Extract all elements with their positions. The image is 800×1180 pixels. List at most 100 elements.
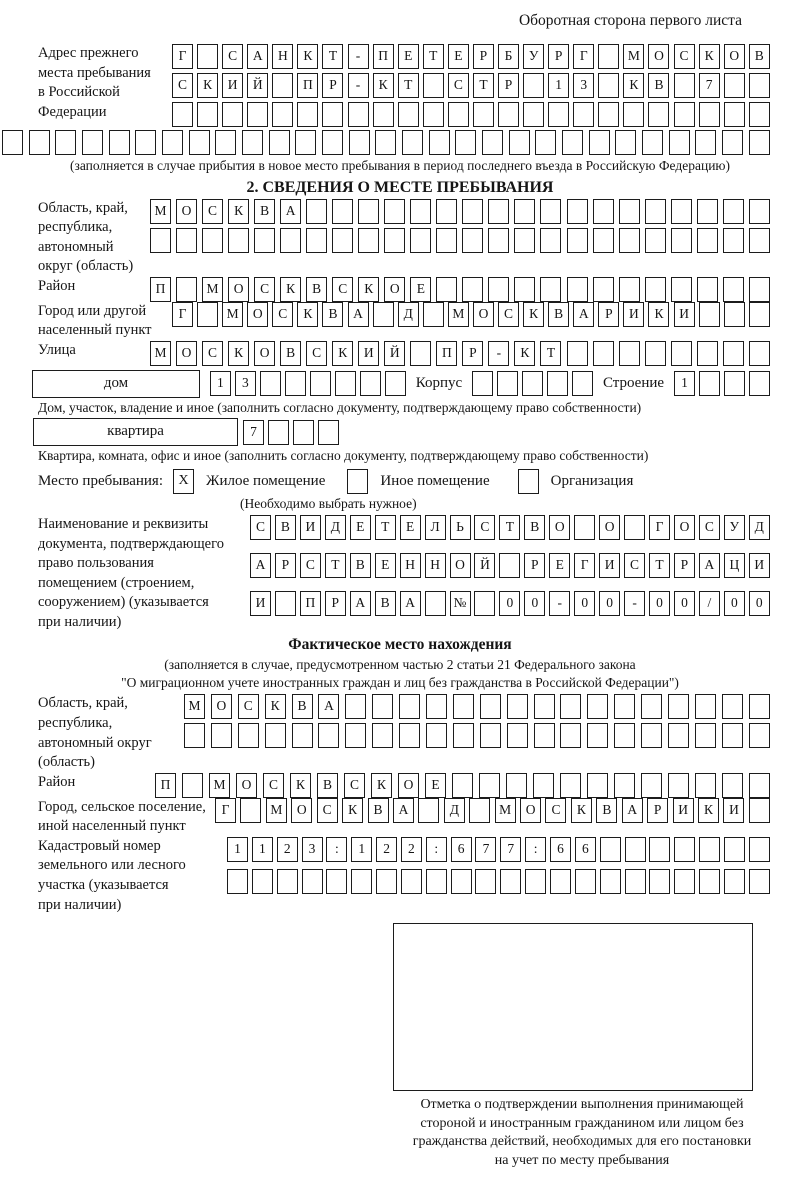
- char-cell[interactable]: [592, 198, 614, 224]
- char-cell[interactable]: В: [291, 694, 313, 720]
- char-cell[interactable]: О: [648, 44, 670, 69]
- char-cell[interactable]: М: [202, 276, 224, 302]
- char-cell[interactable]: П: [436, 340, 458, 366]
- char-cell[interactable]: [748, 102, 770, 127]
- char-cell[interactable]: [472, 371, 494, 397]
- char-cell[interactable]: О: [291, 797, 313, 823]
- char-cell[interactable]: Т: [324, 553, 346, 579]
- char-cell[interactable]: [488, 227, 510, 253]
- char-cell[interactable]: [251, 868, 273, 894]
- char-cell[interactable]: М: [150, 198, 171, 224]
- char-cell[interactable]: П: [297, 73, 319, 98]
- char-cell[interactable]: [587, 772, 608, 798]
- char-cell[interactable]: [436, 198, 458, 224]
- char-cell[interactable]: [599, 868, 621, 894]
- char-cell[interactable]: [498, 102, 520, 127]
- char-cell[interactable]: -: [549, 591, 571, 617]
- char-cell[interactable]: Т: [422, 44, 444, 69]
- char-cell[interactable]: [649, 868, 671, 894]
- stay-type-checkbox-org[interactable]: [517, 469, 539, 495]
- char-cell[interactable]: 1: [227, 836, 248, 862]
- char-cell[interactable]: Ц: [723, 553, 745, 579]
- char-cell[interactable]: [614, 723, 636, 749]
- char-cell[interactable]: :: [525, 836, 547, 862]
- char-cell[interactable]: [332, 198, 354, 224]
- char-cell[interactable]: М: [265, 797, 287, 823]
- char-cell[interactable]: 0: [748, 591, 770, 617]
- char-cell[interactable]: [533, 772, 554, 798]
- char-cell[interactable]: В: [322, 301, 344, 327]
- char-cell[interactable]: [670, 227, 692, 253]
- char-cell[interactable]: Р: [322, 73, 344, 98]
- char-cell[interactable]: [424, 591, 446, 617]
- char-cell[interactable]: [615, 130, 637, 155]
- char-cell[interactable]: Е: [399, 515, 421, 541]
- char-cell[interactable]: [295, 130, 317, 155]
- char-cell[interactable]: [618, 227, 640, 253]
- char-cell[interactable]: [447, 102, 469, 127]
- char-cell[interactable]: К: [698, 44, 720, 69]
- char-cell[interactable]: [624, 836, 646, 862]
- char-cell[interactable]: [150, 227, 171, 253]
- char-cell[interactable]: Г: [172, 44, 193, 69]
- char-cell[interactable]: [722, 130, 744, 155]
- char-cell[interactable]: Р: [472, 44, 494, 69]
- char-cell[interactable]: [135, 130, 157, 155]
- char-cell[interactable]: [748, 301, 770, 327]
- char-cell[interactable]: [566, 227, 588, 253]
- char-cell[interactable]: :: [326, 836, 348, 862]
- char-cell[interactable]: [506, 694, 528, 720]
- char-cell[interactable]: [673, 102, 695, 127]
- char-cell[interactable]: [472, 102, 494, 127]
- char-cell[interactable]: [696, 227, 718, 253]
- char-cell[interactable]: [560, 772, 581, 798]
- char-cell[interactable]: [566, 340, 588, 366]
- char-cell[interactable]: [748, 694, 770, 720]
- char-cell[interactable]: С: [447, 73, 469, 98]
- char-cell[interactable]: В: [367, 797, 389, 823]
- char-cell[interactable]: [641, 694, 663, 720]
- char-cell[interactable]: Г: [172, 301, 193, 327]
- char-cell[interactable]: [506, 723, 528, 749]
- char-cell[interactable]: [599, 836, 621, 862]
- char-cell[interactable]: 3: [301, 836, 323, 862]
- char-cell[interactable]: [284, 371, 306, 397]
- char-cell[interactable]: [197, 301, 219, 327]
- char-cell[interactable]: [242, 130, 264, 155]
- char-cell[interactable]: [384, 198, 406, 224]
- char-cell[interactable]: [748, 73, 770, 98]
- char-cell[interactable]: Е: [410, 276, 432, 302]
- char-cell[interactable]: [695, 772, 716, 798]
- char-cell[interactable]: [698, 301, 720, 327]
- char-cell[interactable]: М: [209, 772, 230, 798]
- char-cell[interactable]: С: [673, 44, 695, 69]
- char-cell[interactable]: Д: [397, 301, 419, 327]
- char-cell[interactable]: И: [299, 515, 321, 541]
- char-cell[interactable]: [372, 723, 394, 749]
- char-cell[interactable]: [372, 694, 394, 720]
- char-cell[interactable]: [723, 371, 745, 397]
- char-cell[interactable]: [176, 276, 198, 302]
- char-cell[interactable]: В: [548, 301, 570, 327]
- char-cell[interactable]: Н: [424, 553, 446, 579]
- char-cell[interactable]: Т: [397, 73, 419, 98]
- char-cell[interactable]: [291, 723, 313, 749]
- char-cell[interactable]: В: [349, 553, 371, 579]
- char-cell[interactable]: Р: [647, 797, 669, 823]
- char-cell[interactable]: А: [399, 591, 421, 617]
- char-cell[interactable]: 1: [673, 371, 695, 397]
- char-cell[interactable]: [749, 772, 770, 798]
- char-cell[interactable]: [699, 836, 721, 862]
- char-cell[interactable]: Г: [574, 553, 596, 579]
- char-cell[interactable]: [475, 868, 497, 894]
- char-cell[interactable]: [452, 772, 473, 798]
- char-cell[interactable]: К: [228, 340, 250, 366]
- char-cell[interactable]: [197, 44, 219, 69]
- char-cell[interactable]: [322, 102, 344, 127]
- char-cell[interactable]: [384, 227, 406, 253]
- char-cell[interactable]: [306, 198, 328, 224]
- char-cell[interactable]: О: [673, 515, 695, 541]
- char-cell[interactable]: В: [274, 515, 296, 541]
- char-cell[interactable]: [673, 73, 695, 98]
- char-cell[interactable]: [372, 301, 394, 327]
